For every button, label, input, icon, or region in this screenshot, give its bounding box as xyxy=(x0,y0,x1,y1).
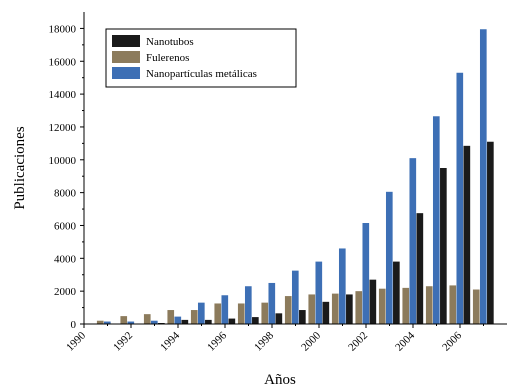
bar-nanotubos-1996 xyxy=(228,318,236,324)
bar-fulerenos-2007 xyxy=(472,289,480,324)
legend-swatch xyxy=(112,35,140,47)
bar-nanotubos-2004 xyxy=(416,213,424,324)
legend-swatch xyxy=(112,51,140,63)
bar-fulerenos-2006 xyxy=(449,285,457,324)
bar-nanotubos-2001 xyxy=(346,294,353,324)
y-tick-label: 18000 xyxy=(49,23,77,35)
bar-nanopartículas-metálicas-2005 xyxy=(432,116,440,325)
bar-nanotubos-1999 xyxy=(299,310,306,324)
legend-label: Fulerenos xyxy=(146,52,189,64)
bar-nanotubos-1995 xyxy=(205,319,212,324)
x-tick-label: 1992 xyxy=(111,330,135,354)
y-tick-label: 8000 xyxy=(54,188,77,200)
x-tick-label: 1996 xyxy=(205,329,229,353)
bar-nanotubos-1998 xyxy=(275,313,283,324)
bar-nanopartículas-metálicas-2004 xyxy=(409,158,417,324)
bar-nanopartículas-metálicas-2002 xyxy=(362,223,370,324)
y-tick-label: 12000 xyxy=(49,122,77,134)
bar-nanotubos-2005 xyxy=(440,168,447,324)
x-tick-label: 1994 xyxy=(158,329,182,353)
bar-nanopartículas-metálicas-2006 xyxy=(456,72,464,324)
x-tick-label: 2002 xyxy=(346,330,370,354)
bars-group xyxy=(96,29,494,325)
bar-nanopartículas-metálicas-2003 xyxy=(385,191,393,324)
bar-fulerenos-1998 xyxy=(261,302,269,324)
y-tick-label: 0 xyxy=(71,319,77,331)
bar-nanotubos-2006 xyxy=(463,145,471,324)
bar-fulerenos-2004 xyxy=(402,287,410,324)
bar-nanopartículas-metálicas-2000 xyxy=(315,261,323,324)
bar-fulerenos-1991 xyxy=(96,320,104,324)
bar-fulerenos-1994 xyxy=(167,310,175,324)
x-axis-title: Años xyxy=(264,372,296,388)
y-tick-label: 10000 xyxy=(49,155,77,167)
y-axis-title: Publicaciones xyxy=(12,126,28,209)
y-tick-label: 4000 xyxy=(54,253,77,265)
bar-nanotubos-2003 xyxy=(393,261,400,324)
bar-nanotubos-1997 xyxy=(252,317,259,324)
bar-nanopartículas-metálicas-1991 xyxy=(103,321,111,324)
bar-nanopartículas-metálicas-1998 xyxy=(268,282,276,324)
x-axis-ticks: 1990 1992 1994 1996 1998 2000 2002 2004 2006 xyxy=(64,324,484,354)
bar-nanotubos-2007 xyxy=(487,141,494,324)
bar-fulerenos-2005 xyxy=(425,286,433,324)
bar-nanopartículas-metálicas-1992 xyxy=(127,321,135,324)
legend-label: Nanopartículas metálicas xyxy=(146,68,257,80)
y-axis-ticks: 0 2000 4000 6000 8000 10000 12000 14000 16000 180… xyxy=(49,23,84,331)
bar-fulerenos-1993 xyxy=(143,314,151,324)
bar-fulerenos-1995 xyxy=(190,310,198,324)
bar-nanopartículas-metálicas-1997 xyxy=(244,286,252,324)
bar-nanopartículas-metálicas-1993 xyxy=(150,320,158,324)
bar-fulerenos-2001 xyxy=(331,293,339,324)
x-tick-label: 2004 xyxy=(393,329,417,353)
legend: Nanotubos Fulerenos Nanopartículas metálic… xyxy=(105,28,297,88)
bar-fulerenos-1997 xyxy=(237,303,245,324)
x-tick-label: 1990 xyxy=(64,329,88,353)
x-tick-label: 2000 xyxy=(299,329,323,353)
bar-nanotubos-2002 xyxy=(369,279,377,324)
y-tick-label: 14000 xyxy=(49,89,77,101)
bar-nanopartículas-metálicas-1996 xyxy=(221,295,229,324)
bar-fulerenos-1992 xyxy=(120,316,128,324)
bar-nanotubos-1994 xyxy=(181,319,189,324)
bar-nanopartículas-metálicas-2007 xyxy=(479,29,487,325)
legend-swatch xyxy=(112,67,140,79)
bar-fulerenos-1999 xyxy=(284,296,292,324)
legend-label: Nanotubos xyxy=(146,36,194,48)
x-tick-label: 2006 xyxy=(440,329,464,353)
bar-fulerenos-2000 xyxy=(308,294,316,324)
bar-nanopartículas-metálicas-1999 xyxy=(291,270,299,324)
y-tick-label: 6000 xyxy=(54,220,77,232)
y-tick-label: 16000 xyxy=(49,56,77,68)
bar-nanopartículas-metálicas-1995 xyxy=(197,302,205,324)
bar-nanopartículas-metálicas-1994 xyxy=(174,316,182,324)
y-tick-label: 2000 xyxy=(54,286,77,298)
bar-fulerenos-1996 xyxy=(214,303,222,324)
bar-nanopartículas-metálicas-2001 xyxy=(338,248,346,324)
x-tick-label: 1998 xyxy=(252,329,276,353)
bar-fulerenos-2003 xyxy=(378,288,386,324)
bar-fulerenos-2002 xyxy=(355,291,363,324)
bar-nanotubos-2000 xyxy=(322,301,330,324)
